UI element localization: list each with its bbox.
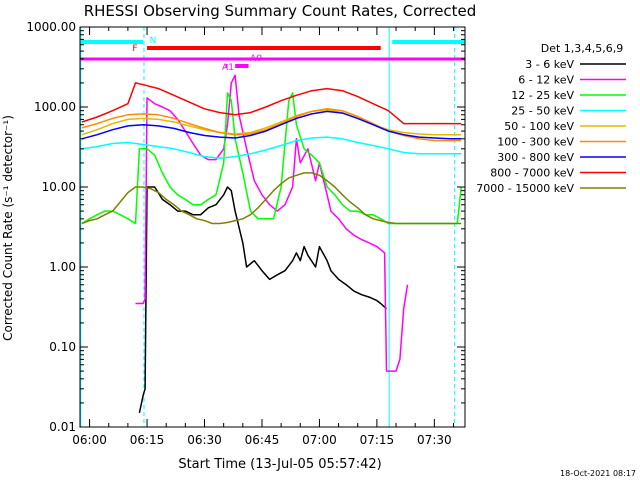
legend-label-8: 7000 - 15000 keV: [476, 182, 574, 195]
x-tick-label-2: 06:30: [187, 433, 222, 447]
x-tick-label-6: 07:30: [417, 433, 452, 447]
flag-label-n: N: [150, 36, 157, 46]
series-line-0: [138, 186, 388, 414]
x-axis-label: Start Time (13-Jul-05 05:57:42): [178, 457, 381, 472]
y-tick-label-0: 1000.00: [26, 20, 76, 34]
footer-timestamp: 18-Oct-2021 08:17: [560, 469, 636, 478]
flag-label-a1: A1: [222, 63, 234, 73]
flag-label-a0: A0: [250, 54, 262, 64]
y-tick-label-5: 0.01: [49, 420, 76, 434]
series-line-8: [81, 172, 462, 225]
series-line-1: [135, 74, 409, 372]
legend: Det 1,3,4,5,6,9 3 - 6 keV 6 - 12 keV 12 - …: [476, 42, 626, 195]
legend-label-5: 100 - 300 keV: [497, 136, 574, 149]
plot-area: [80, 27, 465, 427]
legend-label-6: 300 - 800 keV: [497, 151, 574, 164]
y-tick-label-2: 10.00: [42, 180, 76, 194]
legend-label-0: 3 - 6 keV: [525, 58, 574, 71]
legend-label-7: 800 - 7000 keV: [490, 167, 574, 180]
legend-label-3: 25 - 50 keV: [511, 105, 574, 118]
y-axis-label: Corrected Count Rate (s⁻¹ detector⁻¹): [1, 115, 15, 341]
y-tick-label-1: 100.00: [34, 100, 76, 114]
series-line-4: [81, 109, 462, 136]
x-tick-label-3: 06:45: [245, 433, 280, 447]
y-tick-label-4: 0.10: [49, 340, 76, 354]
x-tick-label-1: 06:15: [130, 433, 165, 447]
series-line-3: [81, 136, 462, 159]
x-tick-label-4: 07:00: [302, 433, 337, 447]
plot-frame: [79, 26, 466, 428]
legend-label-1: 6 - 12 keV: [518, 74, 574, 87]
x-tick-label-0: 06:00: [72, 433, 107, 447]
flag-label-f: F: [132, 44, 137, 54]
chart-title: RHESSI Observing Summary Count Rates, Co…: [84, 2, 477, 20]
legend-title: Det 1,3,4,5,6,9: [541, 42, 624, 55]
legend-label-4: 50 - 100 keV: [504, 120, 574, 133]
x-tick-label-5: 07:15: [360, 433, 395, 447]
series-line-7: [81, 82, 462, 125]
y-tick-label-3: 1.00: [49, 260, 76, 274]
legend-label-2: 12 - 25 keV: [511, 89, 574, 102]
series-line-6: [81, 110, 462, 140]
